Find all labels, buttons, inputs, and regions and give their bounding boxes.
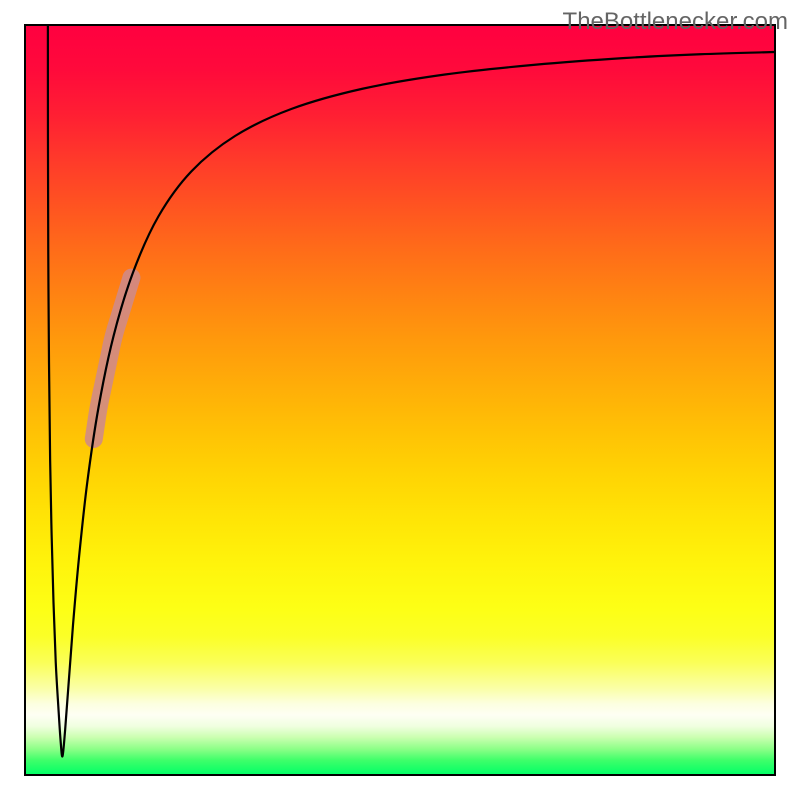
chart-root: TheBottlenecker.com: [0, 0, 800, 800]
bottleneck-curve-plot: [0, 0, 800, 800]
plot-background: [25, 25, 775, 775]
watermark-text: TheBottlenecker.com: [563, 8, 788, 36]
